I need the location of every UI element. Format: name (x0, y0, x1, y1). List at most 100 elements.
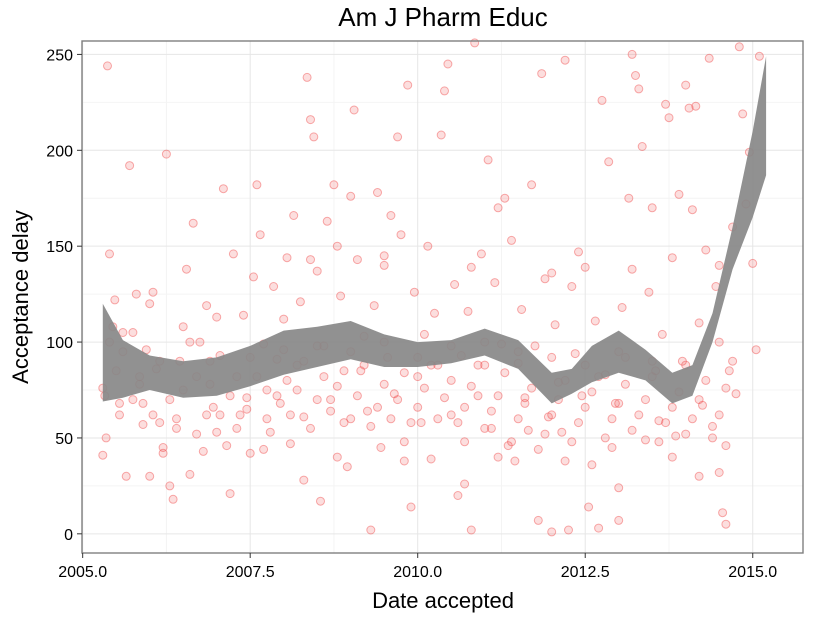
data-point (634, 84, 644, 94)
data-point (309, 132, 319, 142)
data-point (517, 305, 527, 314)
data-point (376, 443, 386, 452)
data-point (440, 393, 449, 403)
data-point (115, 398, 124, 408)
data-point (714, 410, 724, 420)
data-point (574, 247, 583, 257)
data-point (721, 383, 731, 393)
data-point (161, 149, 171, 159)
data-point (202, 410, 212, 420)
data-point (259, 444, 269, 454)
data-point (158, 443, 168, 452)
data-point (406, 418, 416, 428)
data-point (667, 402, 677, 412)
data-point (202, 301, 212, 311)
data-point (550, 320, 560, 330)
data-point (433, 414, 443, 424)
data-point (604, 157, 614, 167)
data-point (403, 80, 413, 90)
y-tick-label: 100 (46, 335, 73, 352)
data-point (647, 203, 657, 213)
data-point (701, 245, 711, 255)
data-point (430, 308, 439, 318)
y-tick-label: 200 (46, 143, 73, 160)
data-point (379, 251, 389, 261)
plot-panel (82, 41, 803, 553)
y-tick-label: 50 (55, 431, 73, 448)
data-point (103, 61, 112, 71)
data-point (316, 496, 325, 506)
data-point (218, 184, 228, 194)
data-point (249, 272, 258, 282)
data-point (587, 387, 597, 397)
data-point (510, 456, 520, 466)
data-point (282, 253, 292, 263)
x-tick-label: 2012.5 (561, 564, 610, 581)
data-point (242, 393, 252, 403)
data-point (570, 349, 580, 359)
data-point (681, 80, 691, 90)
data-point (168, 494, 178, 504)
data-point (486, 423, 496, 433)
data-point (564, 525, 573, 535)
data-point (654, 416, 664, 426)
data-point (664, 113, 674, 123)
data-point (306, 115, 315, 125)
data-point (212, 312, 222, 322)
data-point (326, 395, 336, 405)
data-point (641, 395, 650, 405)
data-point (607, 443, 617, 452)
data-point (466, 525, 476, 535)
data-point (667, 452, 677, 462)
data-point (574, 418, 583, 428)
x-axis-title: Date accepted (372, 588, 514, 613)
data-point (480, 360, 490, 370)
data-point (138, 420, 148, 429)
data-point (453, 418, 463, 428)
data-point (225, 391, 235, 401)
data-point (724, 366, 734, 376)
data-point (731, 389, 741, 399)
data-point (714, 337, 724, 347)
data-point (453, 491, 463, 500)
x-tick-label: 2005.0 (58, 564, 107, 581)
plot-border (81, 40, 804, 554)
data-point (590, 316, 600, 326)
data-point (393, 132, 403, 142)
data-point (547, 527, 557, 537)
data-point (332, 452, 342, 462)
data-point (339, 366, 349, 376)
y-axis-title: Acceptance delay (8, 210, 33, 384)
data-point (446, 375, 456, 385)
data-point (342, 462, 352, 472)
data-point (110, 295, 120, 305)
data-point (460, 402, 470, 412)
data-point (466, 262, 476, 272)
data-point (580, 262, 590, 272)
data-point (158, 448, 168, 458)
data-point (363, 406, 372, 416)
data-point (192, 429, 202, 439)
data-point (312, 395, 322, 405)
data-point (708, 433, 717, 443)
data-point (115, 410, 124, 420)
data-point (594, 523, 604, 533)
data-point (393, 395, 403, 405)
data-point (627, 425, 637, 435)
data-point (118, 328, 128, 337)
data-point (225, 489, 235, 499)
data-point (708, 421, 717, 431)
data-point (637, 142, 647, 151)
data-point (306, 423, 315, 433)
data-point (624, 193, 634, 203)
data-point (295, 297, 305, 307)
data-point (493, 203, 503, 213)
data-point (312, 266, 322, 276)
data-point (352, 255, 362, 265)
data-point (657, 329, 667, 339)
data-point (138, 398, 148, 408)
data-point (235, 410, 245, 420)
data-point (188, 218, 198, 228)
data-point (269, 282, 279, 291)
data-point (302, 72, 312, 82)
